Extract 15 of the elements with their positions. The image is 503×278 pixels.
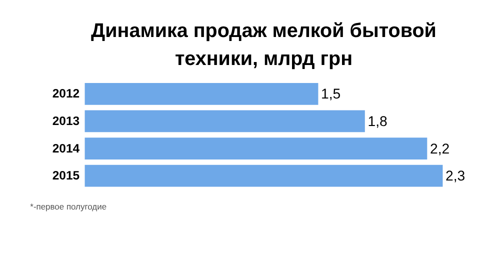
y-tick-label: 2015: [52, 168, 80, 183]
bar: [84, 164, 443, 187]
bar: [84, 110, 365, 132]
data-label: 2,3: [446, 168, 466, 184]
data-label: 1,5: [321, 86, 341, 102]
text: *-первое полугодие: [30, 201, 107, 212]
text: техники, млрд грн: [174, 48, 353, 70]
bar: [84, 138, 428, 160]
y-tick-label: 2014: [52, 141, 80, 156]
data-label: 1,8: [368, 112, 388, 129]
y-tick-label: 2013: [52, 114, 80, 128]
text: Динамика продаж мелкой бытовой: [91, 20, 436, 42]
y-tick-label: 2012: [52, 86, 80, 101]
bar: [84, 82, 318, 105]
data-label: 2,2: [430, 140, 450, 156]
